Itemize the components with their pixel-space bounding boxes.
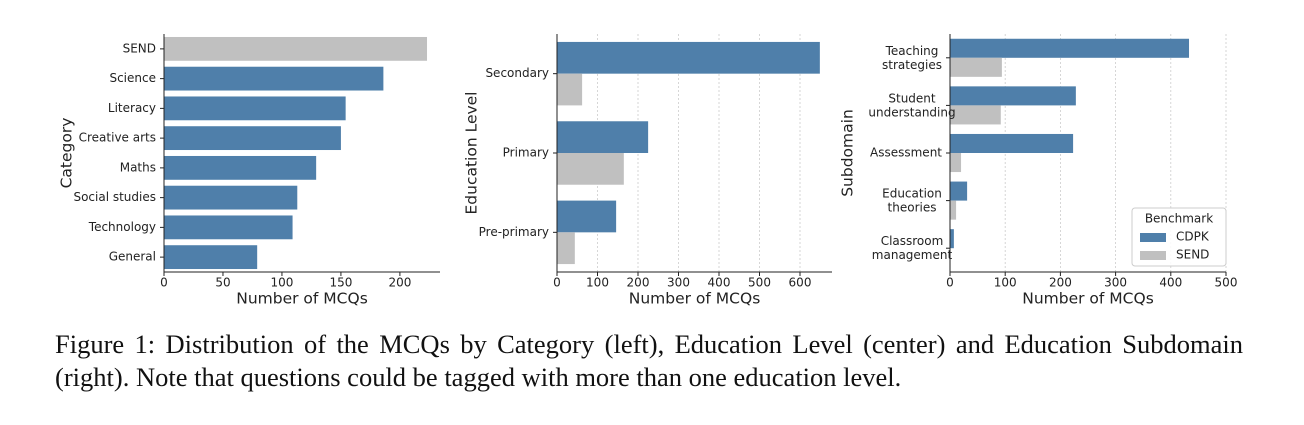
y-axis-label: Subdomain (839, 109, 857, 197)
y-tick-label: Primary (503, 146, 549, 160)
x-tick-label: 100 (994, 276, 1017, 290)
x-tick-label: 300 (667, 276, 690, 290)
bar (164, 66, 384, 91)
y-tick-label: General (109, 250, 156, 264)
x-tick-label: 600 (789, 276, 812, 290)
y-tick-label: Education theories (882, 186, 942, 214)
x-tick-label: 100 (586, 276, 609, 290)
x-tick-label: 500 (1215, 276, 1238, 290)
x-tick-label: 100 (270, 276, 293, 290)
y-tick-label: Science (109, 71, 156, 85)
y-tick-label: Classroom management (872, 234, 953, 262)
x-tick-label: 0 (553, 276, 561, 290)
bar (164, 185, 298, 210)
bar (950, 86, 1076, 106)
x-tick-label: 0 (160, 276, 168, 290)
x-axis-label: Number of MCQs (629, 290, 761, 308)
bar (950, 133, 1074, 153)
x-axis-label: Number of MCQs (1022, 290, 1154, 308)
bar (950, 153, 962, 173)
y-tick-label: Pre-primary (479, 225, 549, 239)
caption: Figure 1: Distribution of the MCQs by Ca… (55, 329, 1243, 392)
legend-title: Benchmark (1145, 212, 1213, 226)
y-tick-label: Technology (88, 220, 156, 234)
y-tick-label-line: Classroom (881, 234, 944, 248)
bar (557, 232, 575, 265)
figure: 0 50 100 150 200 SEND Science Literacy Creative … (58, 34, 1238, 308)
bar (557, 121, 649, 153)
y-tick-label: Teaching strategies (882, 43, 942, 71)
y-tick-label-line: Education (882, 186, 942, 200)
y-tick-label-line: understanding (868, 105, 955, 119)
y-tick-label: Secondary (485, 66, 549, 80)
x-tick-label: 50 (215, 276, 230, 290)
bar (164, 215, 293, 240)
bar (950, 181, 968, 201)
legend-swatch (1140, 233, 1166, 242)
x-tick-label: 0 (946, 276, 954, 290)
bar (164, 96, 346, 121)
x-tick-label: 500 (748, 276, 771, 290)
bar (950, 200, 957, 220)
bar (557, 73, 583, 106)
bar (164, 155, 317, 180)
x-tick-label: 200 (627, 276, 650, 290)
y-tick-label: Literacy (108, 101, 156, 115)
bar (950, 57, 1002, 77)
y-tick-label-line: theories (888, 200, 937, 214)
y-tick-label-line: management (872, 248, 953, 262)
y-tick-label-line: Student (888, 91, 936, 105)
bar (557, 153, 624, 185)
x-tick-label: 200 (388, 276, 411, 290)
x-tick-label: 300 (1104, 276, 1127, 290)
legend-label: CDPK (1176, 230, 1210, 244)
y-tick-label: Creative arts (79, 131, 156, 145)
bar (164, 126, 341, 151)
y-tick-label: Student understanding (868, 91, 955, 119)
legend-label: SEND (1176, 248, 1209, 262)
y-tick-label-line: Teaching (885, 43, 939, 57)
y-tick-label: Assessment (870, 146, 942, 160)
bar (950, 38, 1190, 58)
y-tick-label: Maths (120, 160, 156, 174)
y-tick-label: SEND (123, 41, 156, 55)
x-axis-label: Number of MCQs (236, 290, 368, 308)
y-tick-label: Social studies (73, 190, 156, 204)
y-axis-label: Education Level (463, 91, 481, 214)
bar (164, 36, 428, 61)
legend-swatch (1140, 251, 1166, 260)
y-axis-label: Category (58, 118, 76, 189)
x-tick-label: 150 (329, 276, 352, 290)
x-tick-label: 400 (1159, 276, 1182, 290)
bar (557, 41, 820, 74)
y-tick-label-line: strategies (882, 57, 942, 71)
x-tick-label: 200 (1049, 276, 1072, 290)
bar (164, 245, 258, 270)
x-tick-label: 400 (708, 276, 731, 290)
bar (950, 105, 1001, 125)
bar (950, 229, 954, 249)
bar (557, 200, 617, 233)
